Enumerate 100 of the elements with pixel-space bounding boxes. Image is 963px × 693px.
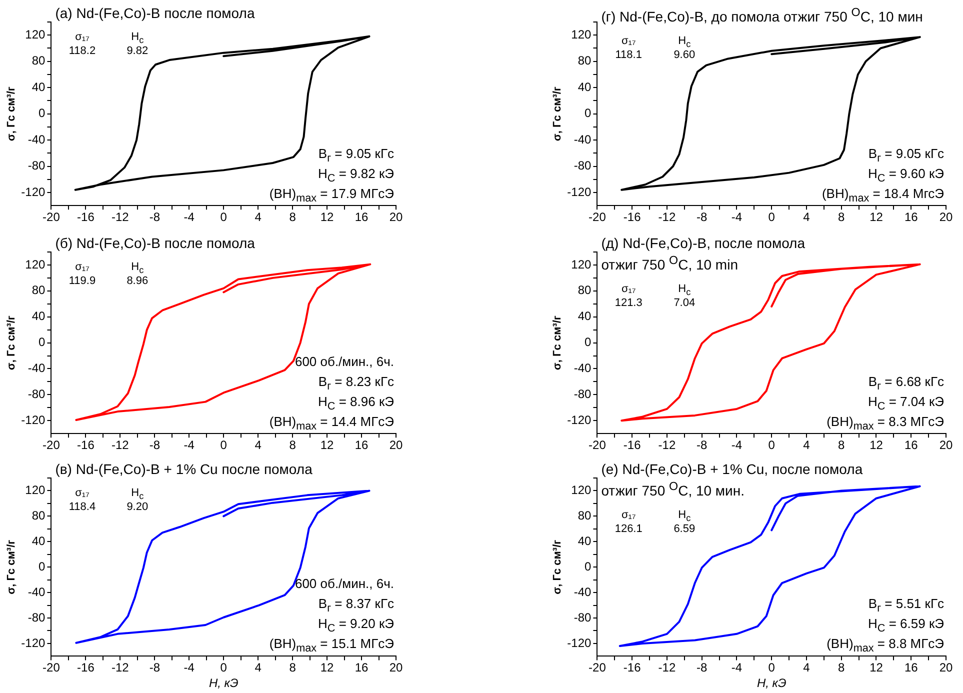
x-tick-label: 20 <box>389 438 403 452</box>
x-tick-label: 4 <box>254 210 262 224</box>
annotation: (BH)$_{max}$ = 15.1 МГсЭ <box>269 636 394 657</box>
x-tick-label: 16 <box>904 210 918 224</box>
y-tick-label: 80 <box>578 283 592 298</box>
x-tick-label: 8 <box>289 210 296 224</box>
x-tick-label: 16 <box>904 660 918 675</box>
annotation: H$_{c}$ <box>677 35 692 50</box>
x-tick-label: -8 <box>149 210 160 224</box>
x-tick-label: 8 <box>838 210 846 224</box>
y-tick-label: -120 <box>567 412 592 427</box>
annotation: σ₁₇ <box>74 487 90 499</box>
x-axis-title: H, кЭ <box>756 676 786 690</box>
chart-title: (д) Nd-(Fe,Co)-B, после помола <box>601 235 806 251</box>
x-tick-label: -20 <box>42 660 60 675</box>
y-tick-label: -80 <box>28 610 46 624</box>
x-tick-label: -4 <box>184 438 195 452</box>
x-tick-label: -4 <box>184 210 195 224</box>
y-tick-label: -120 <box>21 412 46 427</box>
x-tick-label: -4 <box>731 438 742 452</box>
y-tick-label: 0 <box>584 106 592 120</box>
y-tick-label: 120 <box>25 27 46 42</box>
x-tick-label: 12 <box>870 438 884 452</box>
x-tick-label: 20 <box>939 660 953 675</box>
y-tick-label: -80 <box>28 158 46 173</box>
annotation: (BH)$_{max}$ = 8.3 МГсЭ <box>826 414 944 434</box>
x-tick-label: 0 <box>768 210 776 224</box>
annotation: 118.1 <box>614 49 643 61</box>
y-tick-label: 40 <box>32 80 46 94</box>
y-tick-label: 80 <box>32 283 46 298</box>
x-tick-label: -20 <box>42 210 60 224</box>
x-tick-label: -20 <box>42 438 60 452</box>
annotation: H$_{C}$ = 6.59 кЭ <box>868 616 944 637</box>
y-tick-label: -120 <box>21 636 46 650</box>
y-tick-label: 120 <box>25 257 46 272</box>
annotation: H$_{C}$ = 9.60 кЭ <box>868 166 944 186</box>
y-tick-label: -80 <box>574 158 592 173</box>
annotation: H$_{C}$ = 9.20 кЭ <box>318 616 394 637</box>
y-tick-label: 80 <box>32 508 46 522</box>
y-tick-label: -80 <box>28 387 46 401</box>
y-tick-label: 0 <box>584 335 592 350</box>
y-axis-title: σ, Гс см³/г <box>552 539 564 594</box>
chart-title: (a) Nd-(Fe,Co)-B после помола <box>55 5 256 21</box>
x-tick-label: -12 <box>112 438 130 452</box>
x-tick-label: -4 <box>731 660 742 675</box>
annotation: H$_{c}$ <box>130 31 145 46</box>
x-tick-label: -8 <box>149 438 160 452</box>
y-tick-label: 120 <box>571 257 592 272</box>
x-tick-label: 4 <box>803 438 810 452</box>
annotation: B$_{г}$ = 8.37 кГс <box>318 596 394 617</box>
y-axis-title: σ, Гс см³/г <box>6 539 18 594</box>
y-tick-label: -40 <box>28 361 46 376</box>
y-tick-label: 120 <box>571 27 592 42</box>
annotation: (BH)$_{max}$ = 18.4 МгсЭ <box>822 186 944 206</box>
x-tick-label: -4 <box>731 210 742 224</box>
y-tick-label: -40 <box>28 132 46 146</box>
x-tick-label: 12 <box>320 660 334 675</box>
x-tick-label: 16 <box>354 438 369 452</box>
x-tick-label: 12 <box>870 210 884 224</box>
annotation: B$_{г}$ = 6.68 кГс <box>868 374 944 394</box>
x-tick-label: -12 <box>658 438 676 452</box>
y-tick-label: -120 <box>21 184 46 199</box>
y-axis-title: σ, Гс см³/г <box>6 315 18 370</box>
chart-title: (б) Nd-(Fe,Co)-B после помола <box>55 235 256 251</box>
x-tick-label: 4 <box>803 210 810 224</box>
annotation: (BH)$_{max}$ = 17.9 МГсЭ <box>269 186 394 206</box>
x-tick-label: 16 <box>354 660 369 675</box>
y-tick-label: 0 <box>38 106 46 120</box>
x-tick-label: 12 <box>320 438 334 452</box>
y-tick-label: -120 <box>567 184 592 199</box>
y-tick-label: -40 <box>574 132 592 146</box>
x-tick-label: 8 <box>838 660 846 675</box>
annotation: B$_{г}$ = 9.05 кГс <box>868 146 944 166</box>
x-tick-label: -16 <box>77 438 95 452</box>
x-tick-label: 8 <box>289 438 296 452</box>
chart-title: (г) Nd-(Fe,Co)-B, до помола отжиг 750 $^{O}$C, 10 мин <box>601 5 924 25</box>
annotation: 8.96 <box>126 275 150 287</box>
annotation: H$_{C}$ = 9.82 кЭ <box>318 166 394 186</box>
annotation: 9.60 <box>672 49 696 61</box>
x-tick-label: 20 <box>389 210 403 224</box>
y-tick-label: -40 <box>574 584 592 599</box>
x-tick-label: -8 <box>696 660 708 675</box>
x-tick-label: -12 <box>112 660 130 675</box>
annotation: H$_{C}$ = 8.96 кЭ <box>318 394 394 414</box>
x-tick-label: 0 <box>768 660 776 675</box>
y-tick-label: 0 <box>38 559 46 574</box>
annotation: H$_{C}$ = 7.04 кЭ <box>868 394 944 414</box>
annotation: B$_{г}$ = 8.23 кГс <box>318 374 394 394</box>
x-tick-label: 20 <box>939 210 953 224</box>
chart-subtitle: отжиг 750 $^{O}$C, 10 мин. <box>601 479 744 499</box>
x-tick-label: -16 <box>623 210 642 224</box>
annotation: 118.4 <box>68 501 96 513</box>
y-tick-label: -120 <box>567 636 592 650</box>
chart-title: (е) Nd-(Fe,Co)-B + 1% Cu, после помола <box>601 461 864 477</box>
annotation: 600 об./мин., 6ч. <box>294 576 394 592</box>
x-tick-label: 4 <box>803 660 810 675</box>
chart-title: (в) Nd-(Fe,Co)-B + 1% Cu после помола <box>55 461 314 477</box>
y-tick-label: 0 <box>584 559 592 574</box>
chart-subtitle: отжиг 750 $^{O}$C, 10 min <box>601 253 738 273</box>
annotation: 9.20 <box>126 501 150 513</box>
